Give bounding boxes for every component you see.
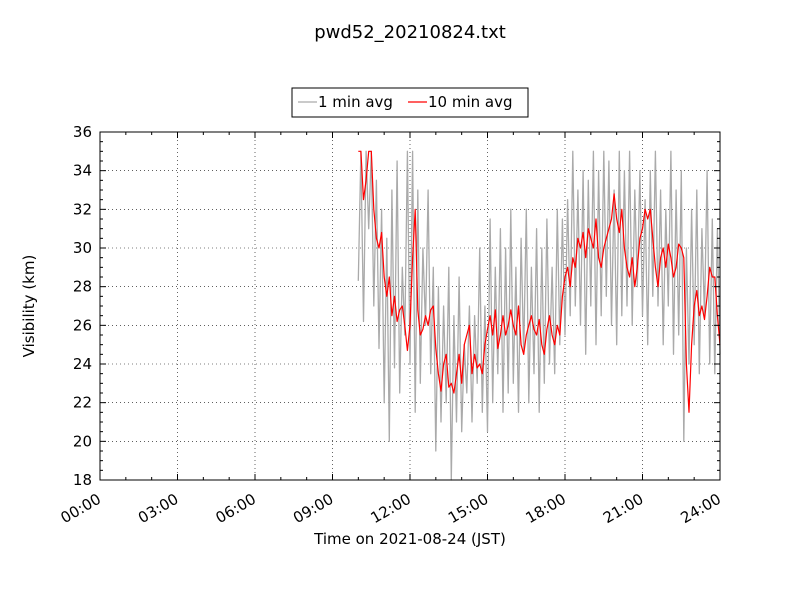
y-tick-label: 26 <box>73 316 92 334</box>
x-axis-label: Time on 2021-08-24 (JST) <box>313 530 506 548</box>
y-tick-label: 34 <box>73 162 92 180</box>
y-tick-label: 20 <box>73 432 92 450</box>
y-tick-label: 18 <box>73 471 92 489</box>
series-line-10-min-avg <box>358 150 721 413</box>
y-tick-label: 24 <box>73 355 92 373</box>
y-axis-label: Visibility (km) <box>20 255 38 358</box>
legend-label-1-min-avg: 1 min avg <box>318 93 393 111</box>
legend: 1 min avg 10 min avg <box>291 87 529 118</box>
y-tick-label: 28 <box>73 278 92 296</box>
series-layer <box>357 150 721 481</box>
chart-title: pwd52_20210824.txt <box>314 22 506 43</box>
y-tick-label: 32 <box>73 200 92 218</box>
axis-ticks <box>99 131 721 481</box>
y-tick-labels: 18 20 22 24 26 28 30 32 34 36 <box>73 123 92 489</box>
series-line-1-min-avg <box>357 150 721 481</box>
legend-label-10-min-avg: 10 min avg <box>428 93 513 111</box>
y-tick-label: 30 <box>73 239 92 257</box>
y-tick-label: 22 <box>73 394 92 412</box>
y-tick-label: 36 <box>73 123 92 141</box>
